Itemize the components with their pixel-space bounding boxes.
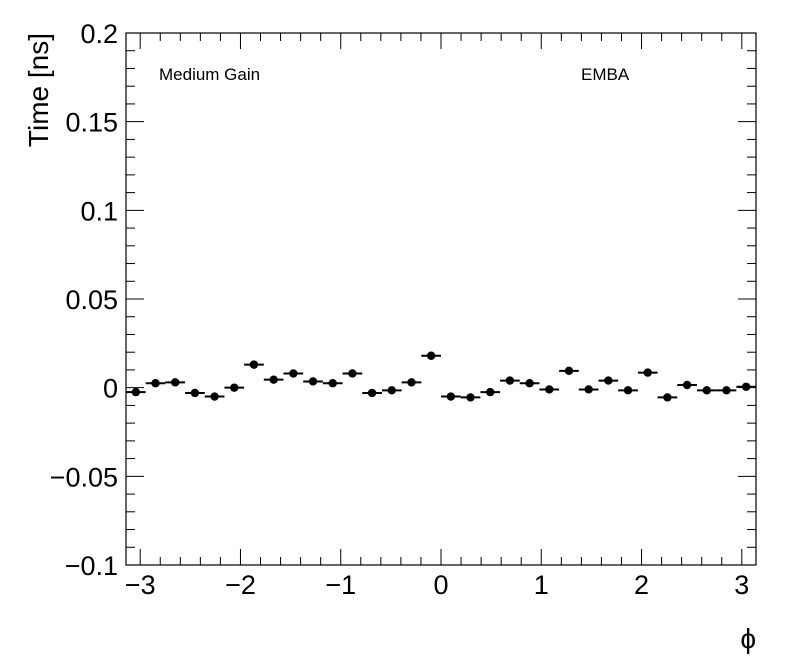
y-tick-label: 0 bbox=[103, 374, 118, 404]
x-tick-label: −3 bbox=[125, 570, 156, 600]
point-marker bbox=[151, 379, 160, 388]
data-point bbox=[165, 378, 186, 387]
point-marker bbox=[190, 388, 200, 398]
data-point bbox=[736, 382, 756, 391]
x-tick-label: −1 bbox=[325, 570, 356, 600]
point-marker bbox=[230, 383, 239, 392]
point-marker bbox=[663, 393, 672, 402]
point-marker bbox=[604, 376, 613, 385]
point-marker bbox=[722, 386, 731, 395]
annotation-emba: EMBA bbox=[581, 65, 630, 84]
data-point bbox=[578, 385, 599, 394]
data-point bbox=[460, 393, 481, 402]
point-marker bbox=[171, 378, 180, 387]
point-marker bbox=[702, 386, 711, 395]
data-point bbox=[303, 377, 323, 386]
y-tick-labels: −0.1 −0.05 0 0.05 0.1 0.15 0.2 bbox=[50, 19, 118, 581]
point-marker bbox=[682, 380, 692, 390]
point-marker bbox=[525, 379, 534, 388]
y-tick-label: −0.05 bbox=[50, 462, 118, 492]
data-point bbox=[204, 392, 225, 401]
data-point bbox=[421, 351, 441, 360]
point-marker bbox=[486, 387, 495, 397]
x-tick-labels: −3 −2 −1 0 1 2 3 bbox=[125, 570, 750, 600]
point-marker bbox=[407, 378, 416, 387]
data-point bbox=[441, 392, 461, 401]
data-point bbox=[539, 385, 560, 394]
x-tick-label: 1 bbox=[534, 570, 549, 600]
data-point bbox=[145, 379, 166, 388]
point-marker bbox=[741, 382, 751, 391]
point-marker bbox=[564, 366, 574, 376]
data-point bbox=[362, 388, 382, 398]
plot-frame bbox=[125, 32, 757, 566]
point-marker bbox=[210, 392, 219, 401]
data-point bbox=[637, 368, 658, 377]
data-point bbox=[716, 386, 737, 395]
point-marker bbox=[289, 369, 298, 378]
point-marker bbox=[308, 377, 318, 386]
data-point bbox=[696, 386, 717, 395]
data-point bbox=[500, 376, 520, 385]
data-point bbox=[381, 386, 402, 395]
data-point bbox=[401, 378, 422, 387]
point-marker bbox=[131, 387, 141, 397]
axis-ticks bbox=[126, 32, 756, 566]
y-tick-label: 0.05 bbox=[65, 285, 118, 315]
point-marker bbox=[545, 385, 554, 394]
data-point bbox=[244, 360, 264, 369]
point-marker bbox=[328, 379, 337, 388]
x-tick-label: 3 bbox=[734, 570, 749, 600]
data-point bbox=[342, 369, 363, 378]
data-point bbox=[618, 386, 638, 395]
y-axis-label: Time [ns] bbox=[23, 33, 54, 147]
data-points bbox=[126, 351, 756, 402]
data-point bbox=[283, 369, 304, 378]
annotation-medium-gain: Medium Gain bbox=[159, 65, 260, 84]
x-tick-label: 2 bbox=[634, 570, 649, 600]
x-axis-label: ϕ bbox=[740, 623, 756, 654]
point-marker bbox=[426, 351, 436, 360]
data-point bbox=[559, 366, 579, 376]
y-tick-label: 0.2 bbox=[80, 19, 118, 49]
point-marker bbox=[367, 388, 377, 398]
x-tick-label: −2 bbox=[225, 570, 256, 600]
data-point bbox=[677, 380, 697, 390]
data-point bbox=[480, 387, 501, 397]
y-tick-label: −0.1 bbox=[65, 551, 118, 581]
data-point bbox=[126, 387, 146, 397]
point-marker bbox=[446, 392, 456, 401]
point-marker bbox=[249, 360, 259, 369]
point-marker bbox=[387, 386, 396, 395]
point-marker bbox=[466, 393, 475, 402]
data-point bbox=[598, 376, 619, 385]
point-marker bbox=[623, 386, 633, 395]
data-point bbox=[657, 393, 678, 402]
x-tick-label: 0 bbox=[433, 570, 448, 600]
point-marker bbox=[643, 368, 652, 377]
y-tick-label: 0.1 bbox=[80, 196, 118, 226]
data-point bbox=[224, 383, 245, 392]
point-marker bbox=[269, 375, 278, 384]
y-tick-label: 0.15 bbox=[65, 108, 118, 138]
data-point bbox=[322, 379, 343, 388]
point-marker bbox=[584, 385, 593, 394]
point-marker bbox=[505, 376, 515, 385]
data-point bbox=[519, 379, 540, 388]
data-point bbox=[263, 375, 284, 384]
point-marker bbox=[348, 369, 357, 378]
data-point bbox=[185, 388, 205, 398]
